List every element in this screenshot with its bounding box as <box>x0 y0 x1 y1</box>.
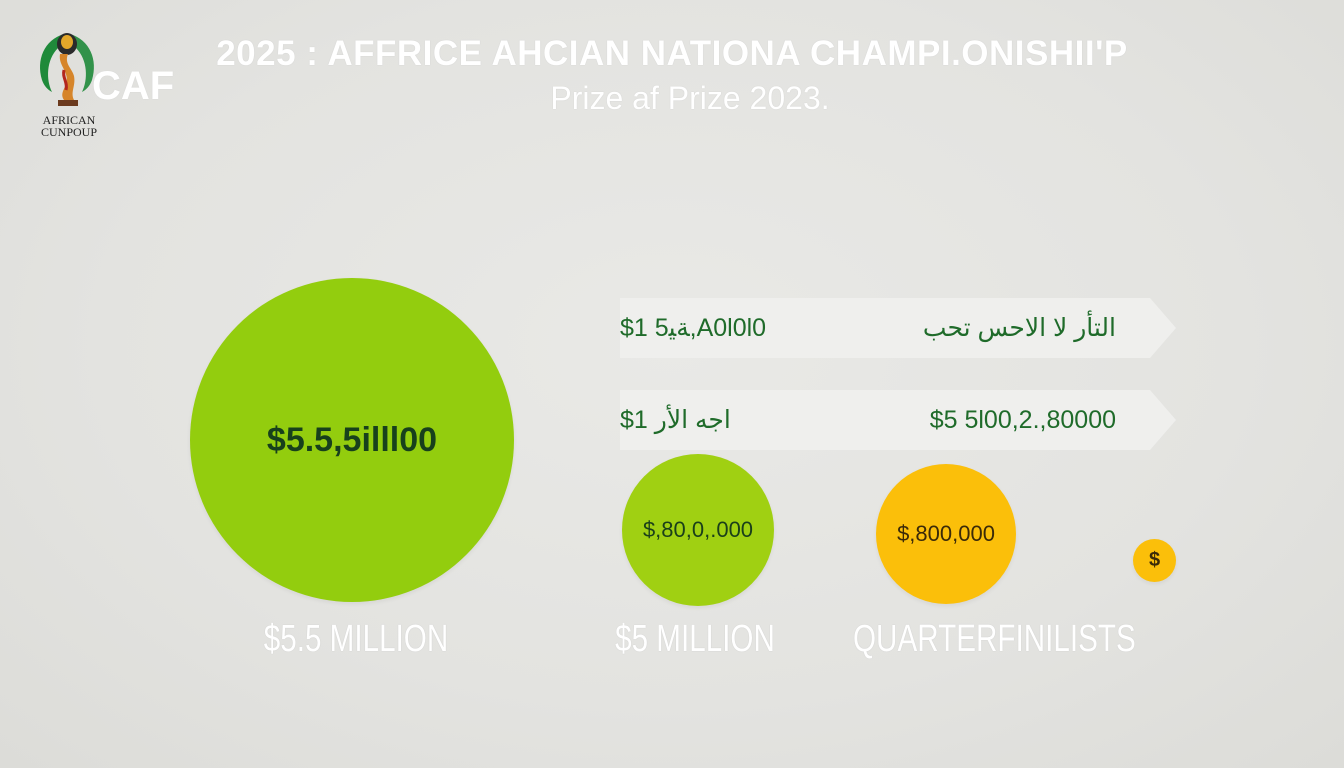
logo-caption: AFRICAN CUNPOUP <box>40 113 97 139</box>
quarterfinal-prize-value: $,800,000 <box>897 521 995 546</box>
page-title: 2025 : AFFRICE AHCIAN NATIONA CHAMPI.ONI… <box>216 34 1128 73</box>
banner-2-right-text: $5 5l00,2.,80000 <box>929 406 1116 434</box>
banner-arrow-shape <box>620 390 1176 450</box>
prize-banner-1: $1 ﺔﻴ5,A0l0l0 ﺍﻟﺘﺄﺭ ﻟﺎ ﺍﻟﺎﺣﺲ ﺗﺤﺐ <box>620 298 1176 358</box>
runner-up-label: $5 MILLION <box>615 618 775 660</box>
prize-banner-2: $1 ﺍﺟﻪ ﺍﻟﺄﺭ $5 5l00,2.,80000 <box>620 390 1176 450</box>
banner-1-left-text: $1 ﺔﻴ5,A0l0l0 <box>620 314 767 342</box>
caf-brand-text: CAF <box>92 64 175 108</box>
caf-logo: CAF AFRICAN CUNPOUP <box>30 30 190 140</box>
runner-up-prize-value: $,80,0,.000 <box>642 517 754 542</box>
quarterfinalists-label: QUARTERFINILISTS <box>853 618 1136 660</box>
trophy-logo-icon <box>40 33 94 106</box>
quarterfinal-prize-circle: $,800,000 <box>876 464 1016 604</box>
banner-1-right-text: ﺍﻟﺘﺄﺭ ﻟﺎ ﺍﻟﺎﺣﺲ ﺗﺤﺐ <box>922 314 1116 342</box>
banner-2-left-text: $1 ﺍﺟﻪ ﺍﻟﺄﺭ <box>620 406 731 434</box>
winner-prize-value: $5.5,5illl00 <box>266 420 438 459</box>
winner-label: $5.5 MILLION <box>263 618 449 660</box>
dollar-coin-icon: $ <box>1133 539 1176 582</box>
runner-up-prize-circle: $,80,0,.000 <box>622 454 774 606</box>
banner-arrow-shape <box>620 298 1176 358</box>
dollar-symbol: $ <box>1148 549 1161 571</box>
page-subtitle: Prize af Prize 2023. <box>550 80 830 116</box>
winner-prize-circle: $5.5,5illl00 <box>190 278 514 602</box>
